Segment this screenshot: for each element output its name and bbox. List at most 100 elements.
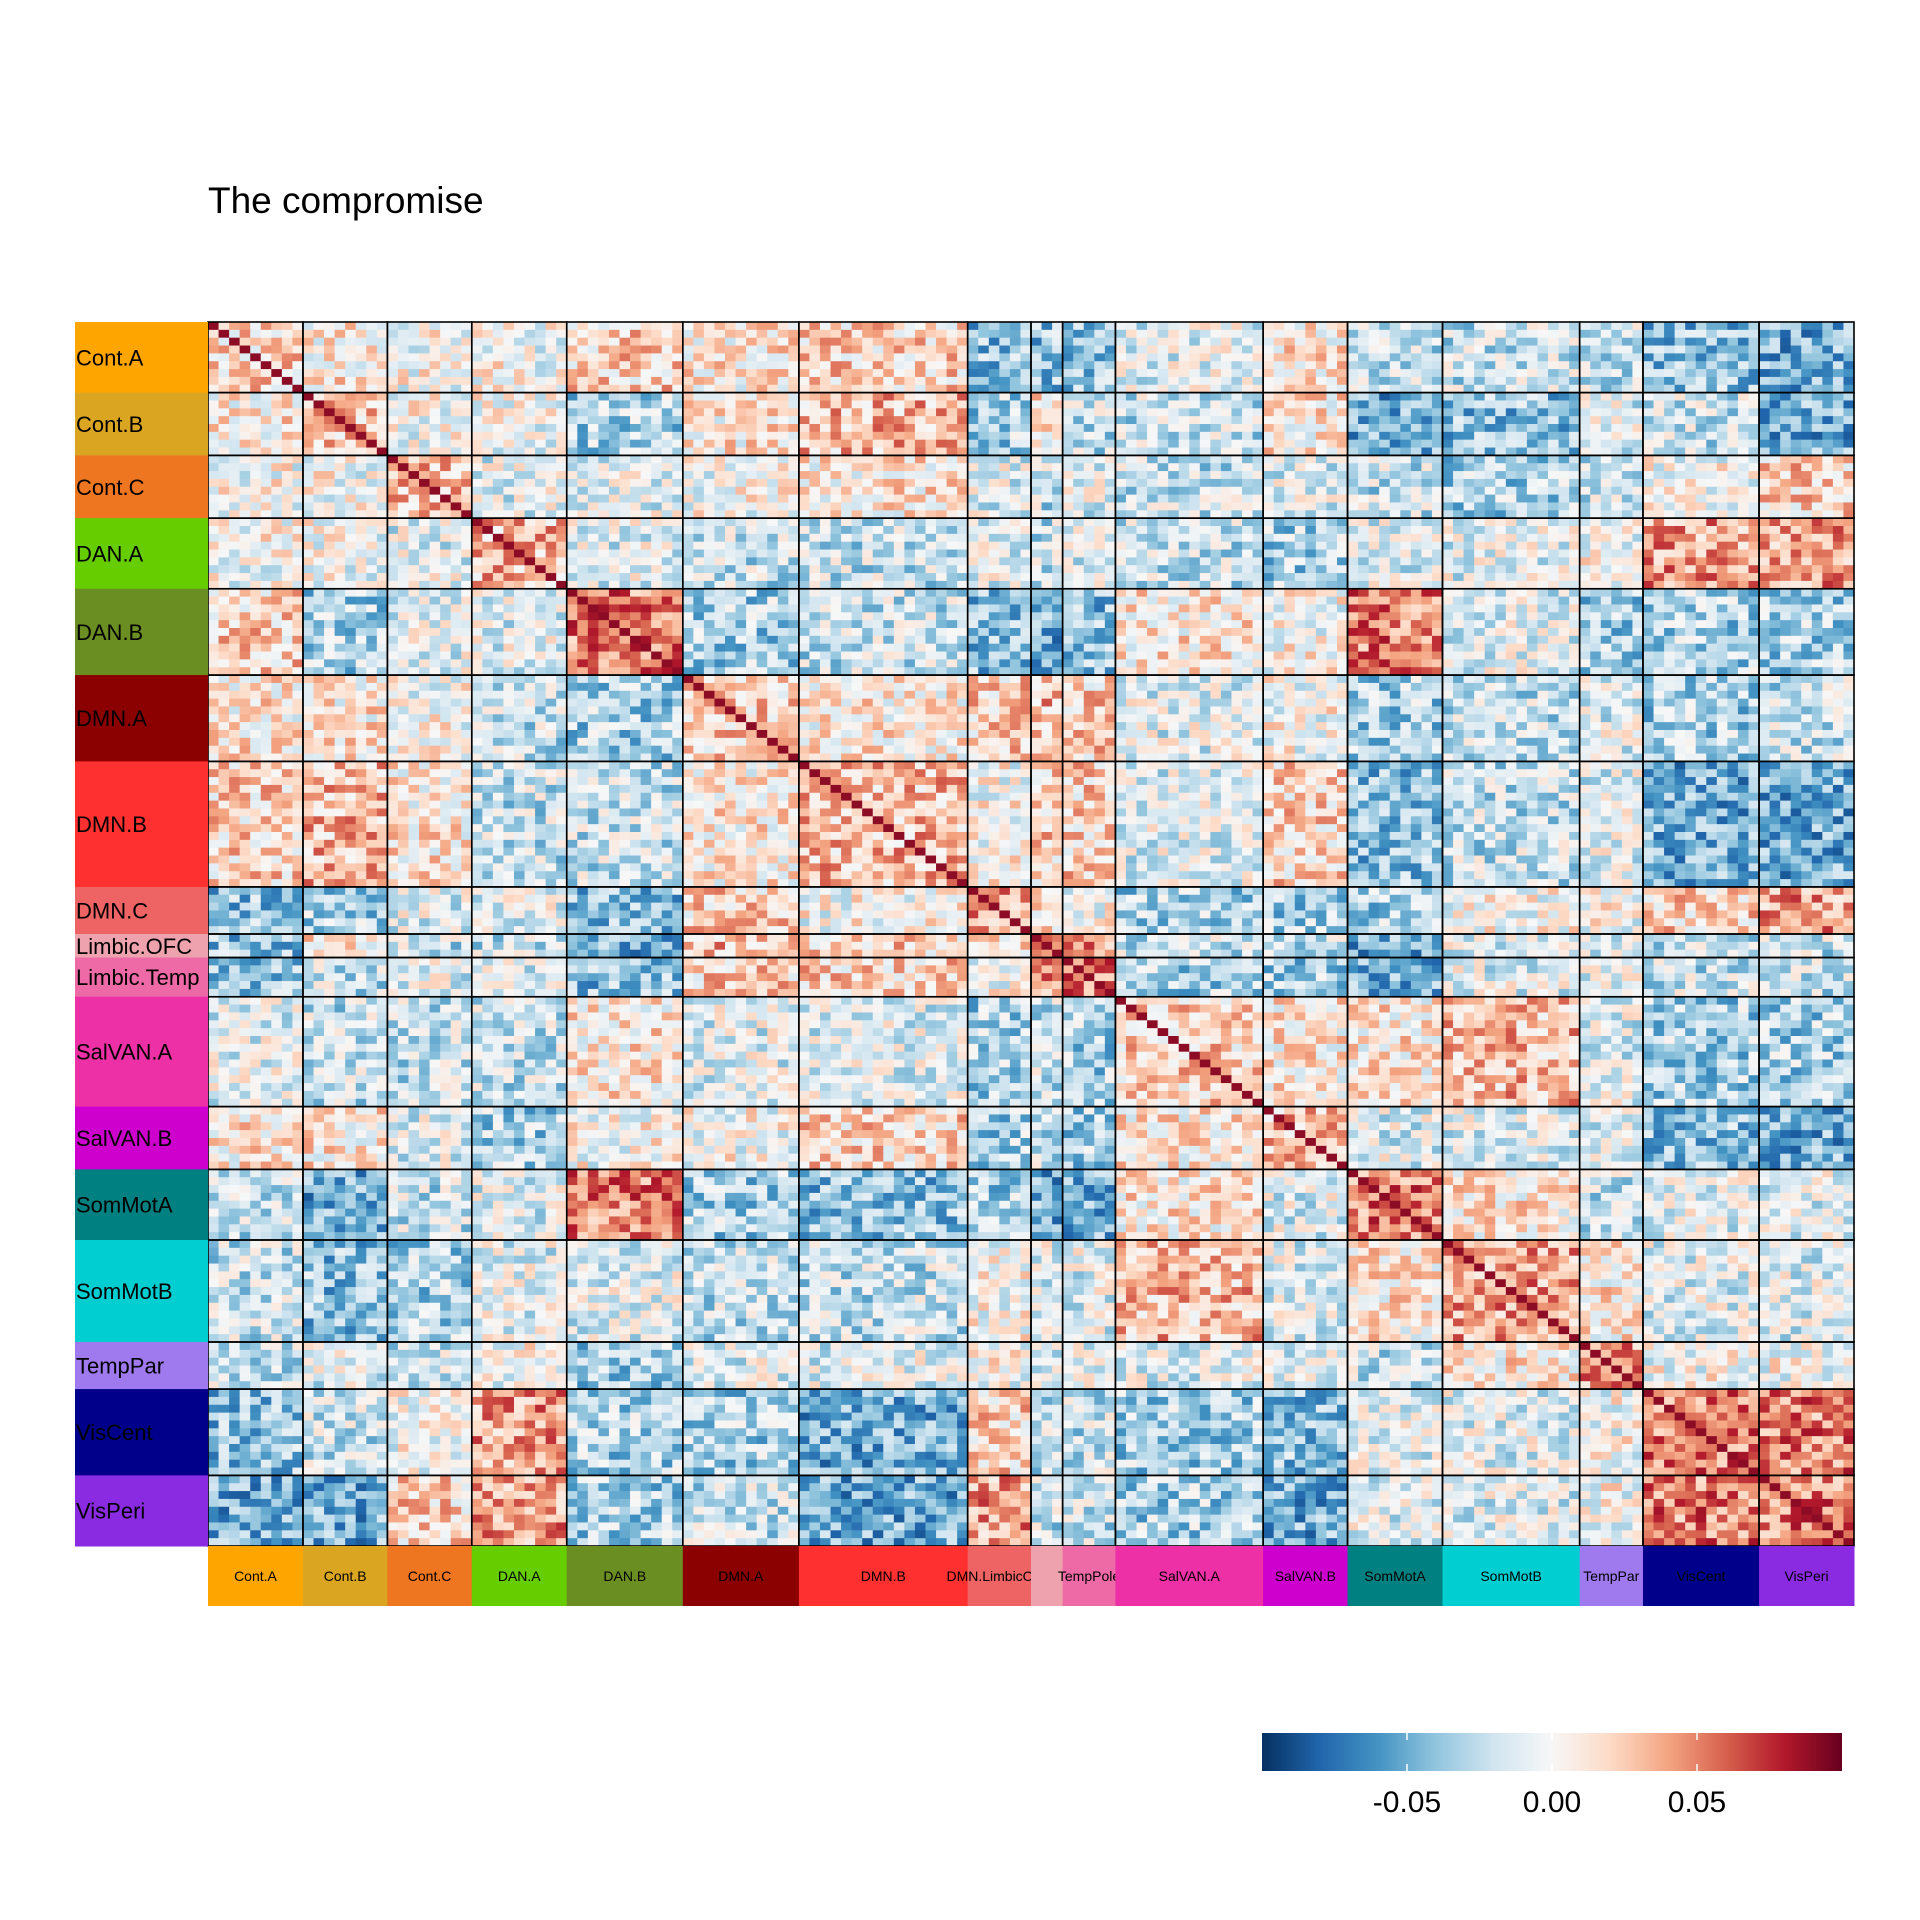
heatmap-cell <box>1062 345 1074 354</box>
heatmap-cell <box>1210 447 1222 456</box>
heatmap-cell <box>471 329 483 339</box>
heatmap-cell <box>345 345 357 354</box>
heatmap-cell <box>714 471 726 480</box>
heatmap-cell <box>1801 416 1813 425</box>
heatmap-cell <box>535 408 547 417</box>
heatmap-cell <box>1358 431 1370 441</box>
heatmap-cell <box>1706 431 1718 441</box>
heatmap-cell <box>1358 361 1370 370</box>
heatmap-cell <box>1031 400 1043 409</box>
heatmap-cell <box>619 322 631 331</box>
heatmap-cell <box>830 463 842 472</box>
heatmap-cell <box>397 549 410 558</box>
heatmap-cell <box>819 478 832 488</box>
heatmap-cell <box>1168 471 1180 480</box>
heatmap-cell <box>1178 486 1190 496</box>
heatmap-cell <box>1421 376 1433 386</box>
heatmap-cell <box>862 416 874 425</box>
heatmap-cell <box>313 455 325 464</box>
heatmap-cell <box>967 455 979 464</box>
heatmap-cell <box>218 392 230 402</box>
heatmap-cell <box>651 424 663 433</box>
heatmap-cell <box>957 533 969 543</box>
heatmap-cell <box>936 455 948 464</box>
heatmap-cell <box>746 494 758 504</box>
heatmap-cell <box>218 510 230 519</box>
heatmap-cell <box>1832 455 1845 464</box>
heatmap-cell <box>788 471 800 480</box>
heatmap-cell <box>1822 565 1834 574</box>
heatmap-cell <box>1780 471 1792 480</box>
heatmap-cell <box>1083 369 1095 378</box>
heatmap-cell <box>1020 439 1032 449</box>
heatmap-cell <box>250 400 262 409</box>
heatmap-cell <box>1347 471 1359 480</box>
heatmap-cell <box>366 478 378 488</box>
heatmap-cell <box>777 518 789 527</box>
heatmap-cell <box>208 337 220 347</box>
heatmap-cell <box>1653 424 1665 433</box>
heatmap-cell <box>693 369 705 378</box>
heatmap-cell <box>513 392 526 402</box>
heatmap-cell <box>1284 557 1296 566</box>
heatmap-cell <box>587 557 599 566</box>
heatmap-cell <box>397 400 410 409</box>
heatmap-cell <box>1832 541 1845 551</box>
heatmap-cell <box>608 408 621 417</box>
heatmap-cell <box>1031 361 1043 370</box>
heatmap-cell <box>630 447 642 456</box>
heatmap-cell <box>1431 337 1444 347</box>
heatmap-cell <box>1737 455 1750 464</box>
heatmap-cell <box>978 408 990 417</box>
heatmap-cell <box>1526 361 1539 370</box>
heatmap-cell <box>1548 329 1560 339</box>
heatmap-cell <box>682 502 694 511</box>
heatmap-cell <box>1706 400 1718 409</box>
heatmap-cell <box>777 533 789 543</box>
heatmap-cell <box>756 565 768 574</box>
heatmap-cell <box>1569 416 1581 425</box>
heatmap-cell <box>925 478 937 488</box>
heatmap-cell <box>1748 549 1760 558</box>
heatmap-cell <box>1484 400 1496 409</box>
heatmap-cell <box>682 384 694 394</box>
heatmap-cell <box>1031 565 1043 574</box>
heatmap-cell <box>1474 376 1486 386</box>
heatmap-cell <box>1104 565 1117 574</box>
heatmap-cell <box>1284 486 1296 496</box>
heatmap-cell <box>260 510 272 519</box>
heatmap-cell <box>1505 431 1517 441</box>
heatmap-cell <box>1231 486 1243 496</box>
heatmap-cell <box>524 369 536 378</box>
heatmap-cell <box>535 431 547 441</box>
heatmap-cell <box>1358 392 1370 402</box>
heatmap-cell <box>1083 322 1095 331</box>
heatmap-cell <box>1653 502 1665 511</box>
heatmap-cell <box>1421 345 1433 354</box>
heatmap-cell <box>1600 510 1612 519</box>
heatmap-cell <box>229 369 241 378</box>
heatmap-cell <box>1263 502 1275 511</box>
heatmap-cell <box>1674 439 1686 449</box>
heatmap-cell <box>1442 549 1454 558</box>
heatmap-cell <box>1484 455 1496 464</box>
heatmap-cell <box>281 463 294 472</box>
heatmap-cell <box>1526 408 1539 417</box>
heatmap-cell <box>967 369 979 378</box>
heatmap-cell <box>851 337 863 347</box>
heatmap-cell <box>672 400 684 409</box>
heatmap-cell <box>1252 447 1264 456</box>
heatmap-cell <box>208 502 220 511</box>
heatmap-cell <box>735 329 747 339</box>
heatmap-cell <box>471 369 483 378</box>
heatmap-cell <box>1347 337 1359 347</box>
heatmap-cell <box>1843 376 1855 386</box>
heatmap-cell <box>1431 369 1444 378</box>
heatmap-cell <box>302 369 315 378</box>
heatmap-cell <box>1115 431 1127 441</box>
heatmap-cell <box>556 361 568 370</box>
heatmap-cell <box>914 329 927 339</box>
heatmap-cell <box>1431 455 1444 464</box>
heatmap-cell <box>883 447 895 456</box>
heatmap-cell <box>503 353 515 362</box>
